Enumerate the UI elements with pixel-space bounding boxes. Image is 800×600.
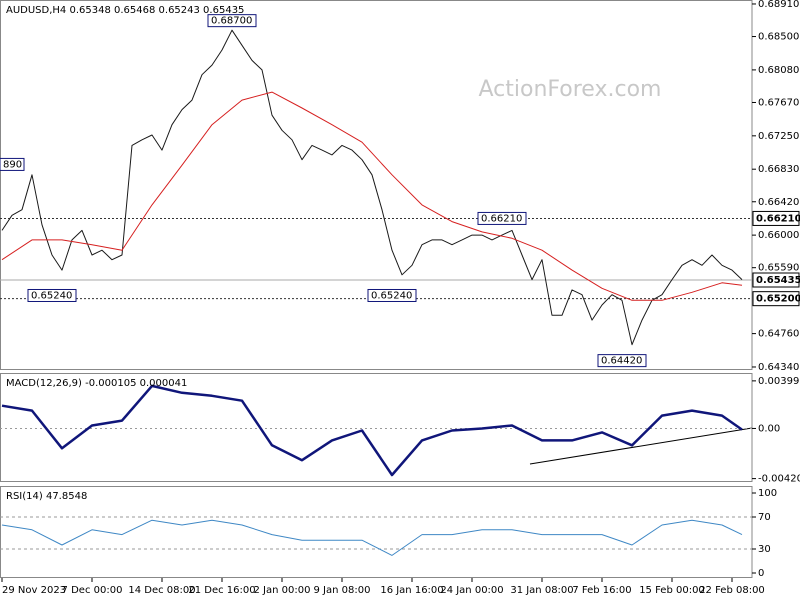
price-annotation: 0.65240 [31, 290, 72, 301]
price-annotation: 0.64420 [601, 356, 642, 367]
y-tick-label: 0.64340 [758, 362, 799, 373]
x-tick-label: 14 Dec 08:00 [128, 585, 195, 596]
x-tick-label: 7 Feb 16:00 [572, 585, 631, 596]
watermark: ActionForex.com [479, 77, 662, 102]
y-tick-label: 0.67670 [758, 97, 799, 108]
panel-title: RSI(14) 47.8548 [6, 491, 87, 502]
level-tag-label: 0.65435 [756, 275, 800, 286]
price-annotation: 0.66210 [481, 213, 522, 224]
level-tag-label: 0.66210 [756, 213, 800, 224]
y-tick-label: 0.00399 [758, 376, 799, 387]
level-tag [752, 210, 800, 226]
price-annotation-box [207, 14, 257, 28]
series-line [1, 29, 743, 346]
y-tick-label: 30 [758, 544, 771, 555]
x-tick-label: 9 Jan 08:00 [314, 585, 371, 596]
y-tick-label: 0 [758, 568, 764, 579]
panel-frame [0, 486, 753, 578]
price-annotation-box [27, 288, 77, 302]
panel-title: MACD(12,26,9) -0.000105 0.000041 [6, 378, 187, 389]
y-tick-label: 0.66000 [758, 230, 799, 241]
level-tag-label: 0.65200 [756, 294, 800, 305]
y-tick-label: 70 [758, 512, 771, 523]
x-tick-label: 7 Dec 00:00 [62, 585, 123, 596]
price-annotation: 0.68700 [211, 16, 252, 27]
x-tick-label: 2 Jan 00:00 [254, 585, 311, 596]
y-tick-label: 0.65590 [758, 263, 799, 274]
series-line [1, 91, 743, 301]
x-tick-label: 31 Jan 08:00 [510, 585, 573, 596]
panel-frame [0, 373, 753, 482]
x-tick-label: 15 Feb 00:00 [639, 585, 705, 596]
y-tick-label: 0.00 [758, 423, 780, 434]
y-tick-label: 0.68080 [758, 65, 799, 76]
level-tag [752, 291, 800, 307]
panel-frame [0, 0, 753, 370]
price-annotation-box [367, 288, 417, 302]
price-annotation: 0.65240 [371, 290, 412, 301]
price-annotation: 890 [3, 159, 22, 170]
level-tag [752, 272, 800, 288]
trend-line [529, 427, 753, 465]
series-line [1, 384, 743, 477]
x-tick-label: 22 Feb 08:00 [699, 585, 765, 596]
y-tick-label: 0.66420 [758, 197, 799, 208]
y-tick-label: 0.66830 [758, 164, 799, 175]
x-tick-label: 29 Nov 2023 [2, 585, 66, 596]
y-tick-label: 0.64760 [758, 329, 799, 340]
price-annotation-box [597, 354, 647, 368]
price-annotation-box [0, 157, 25, 171]
y-tick-label: 100 [758, 488, 777, 499]
series-line [1, 519, 743, 556]
price-annotation-box [477, 211, 527, 225]
x-tick-label: 21 Dec 16:00 [188, 585, 255, 596]
x-tick-label: 16 Jan 16:00 [380, 585, 443, 596]
y-tick-label: 0.68910 [758, 0, 799, 10]
y-tick-label: 0.67250 [758, 131, 799, 142]
y-tick-label: -0.004206 [758, 474, 800, 485]
y-tick-label: 0.68500 [758, 32, 799, 43]
x-tick-label: 24 Jan 00:00 [440, 585, 503, 596]
panel-title: AUDUSD,H4 0.65348 0.65468 0.65243 0.6543… [6, 5, 244, 16]
